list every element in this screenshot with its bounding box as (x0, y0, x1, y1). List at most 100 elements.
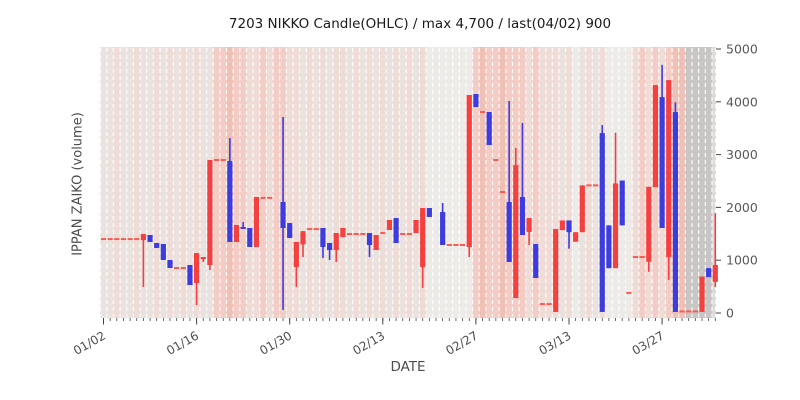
x-tick-label: 03/27 (630, 328, 667, 357)
candle-body (420, 208, 426, 268)
candle-body (666, 80, 672, 258)
no-trade-dash (353, 233, 359, 236)
day-band (120, 47, 127, 318)
candle-body (373, 235, 379, 251)
no-trade-dash (120, 238, 127, 241)
no-trade-dash (127, 238, 133, 241)
day-band (452, 47, 460, 318)
no-trade-dash (307, 228, 313, 231)
candle-body (699, 276, 705, 312)
candle-body (413, 220, 419, 234)
candle-wick (202, 257, 205, 262)
day-band (352, 47, 360, 318)
no-trade-dash (692, 310, 698, 313)
day-band (565, 47, 573, 318)
candle-wick (368, 233, 371, 258)
no-trade-dash (107, 238, 113, 241)
candle-body (287, 223, 293, 239)
no-trade-dash (114, 238, 120, 241)
day-band (239, 47, 247, 318)
x-axis-title: DATE (390, 359, 426, 375)
day-band (126, 47, 134, 318)
no-trade-dash (446, 243, 452, 246)
candle-body (300, 231, 306, 245)
day-band (233, 47, 240, 318)
day-band (439, 47, 446, 318)
no-trade-dash (586, 184, 592, 187)
no-trade-dash (493, 158, 499, 161)
day-band (399, 47, 407, 318)
day-band (406, 47, 413, 318)
candle-wick (521, 123, 524, 236)
candle-body (579, 185, 585, 233)
day-band (711, 47, 716, 318)
day-band (219, 47, 227, 318)
day-band (499, 47, 506, 318)
candle-body (200, 257, 206, 260)
day-band (426, 47, 433, 318)
day-band (645, 47, 653, 318)
candle-body (280, 202, 286, 228)
candle-body (426, 208, 432, 218)
day-band (312, 47, 320, 318)
no-trade-dash (626, 291, 632, 294)
candle-body (167, 259, 173, 269)
no-trade-dash (313, 228, 319, 231)
no-trade-dash (260, 196, 266, 199)
candle-body (154, 242, 160, 249)
y-tick-label: 5000 (726, 42, 758, 57)
day-band (678, 47, 686, 318)
day-band (372, 47, 380, 318)
candle-body (393, 218, 399, 243)
no-trade-dash (679, 310, 685, 313)
candle-body (473, 94, 479, 108)
day-band (106, 47, 114, 318)
day-band (379, 47, 387, 318)
x-tick-label: 01/16 (164, 328, 201, 357)
day-band (160, 47, 167, 318)
candle-body (606, 225, 612, 269)
day-band (472, 47, 480, 318)
day-band (685, 47, 693, 318)
candle-body (612, 183, 619, 269)
no-trade-dash (686, 310, 692, 313)
candle-wick (568, 220, 570, 249)
day-band (246, 47, 254, 318)
day-band (140, 47, 147, 318)
day-band (259, 47, 267, 318)
candle-body (706, 268, 712, 278)
day-band (299, 47, 307, 318)
day-band (386, 47, 393, 318)
x-tick-label: 02/27 (443, 328, 480, 357)
day-band (366, 47, 373, 318)
candle-body (506, 202, 512, 262)
no-trade-dash (539, 303, 545, 306)
candle-body (327, 242, 333, 251)
no-trade-dash (100, 238, 107, 241)
chart-title: 7203 NIKKO Candle(OHLC) / max 4,700 / la… (228, 16, 612, 32)
day-band (432, 47, 440, 318)
day-band (585, 47, 593, 318)
y-axis-title: IPPAN ZAIKO (volume) (70, 112, 86, 256)
candle-body (533, 243, 539, 278)
candle-body (320, 227, 326, 247)
candle-body (672, 112, 678, 312)
day-band (625, 47, 633, 318)
day-band (253, 47, 260, 318)
no-trade-dash (632, 256, 639, 259)
candle-body (566, 220, 572, 233)
day-band (359, 47, 367, 318)
candle-body (559, 220, 565, 231)
no-trade-dash (267, 196, 273, 199)
candle-body (333, 233, 339, 251)
candle-body (646, 186, 652, 262)
candle-body (553, 228, 559, 312)
day-band (346, 47, 353, 318)
candle-body (147, 235, 153, 242)
no-trade-dash (174, 267, 180, 270)
candle-body (519, 196, 526, 236)
candle-body (233, 224, 240, 242)
day-band (705, 47, 712, 318)
day-band (100, 47, 107, 318)
candle-body (187, 265, 193, 286)
